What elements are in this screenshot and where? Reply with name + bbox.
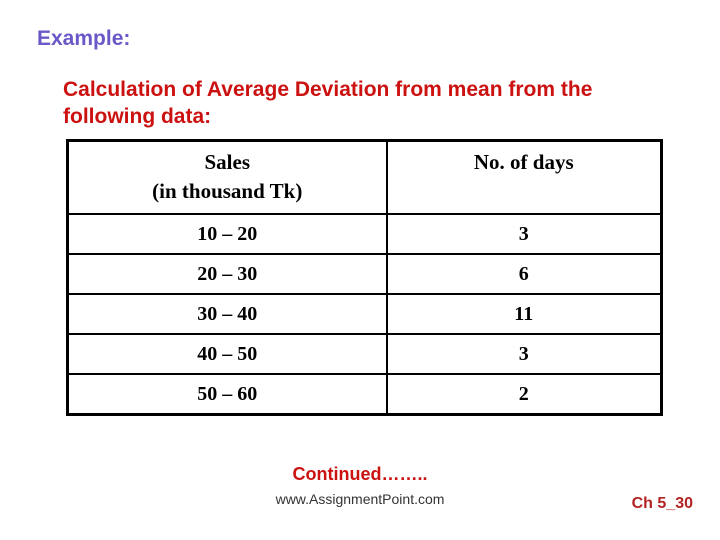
example-label: Example: xyxy=(37,27,131,50)
days-cell: 2 xyxy=(385,373,663,416)
days-cell: 6 xyxy=(385,253,663,295)
sales-cell: 20 – 30 xyxy=(66,253,388,295)
table-row: 10 – 20 3 xyxy=(66,213,663,255)
table-row: 40 – 50 3 xyxy=(66,333,663,375)
table-row: 20 – 30 6 xyxy=(66,253,663,295)
col-header-days: No. of days xyxy=(385,139,663,215)
days-cell: 3 xyxy=(385,213,663,255)
sales-cell: 30 – 40 xyxy=(66,293,388,335)
days-cell: 3 xyxy=(385,333,663,375)
table-header-row: Sales (in thousand Tk) No. of days xyxy=(66,139,663,215)
sales-cell: 50 – 60 xyxy=(66,373,388,416)
slide-title: Calculation of Average Deviation from me… xyxy=(63,76,592,130)
table-row: 50 – 60 2 xyxy=(66,373,663,416)
table-row: 30 – 40 11 xyxy=(66,293,663,335)
slide-title-line1: Calculation of Average Deviation from me… xyxy=(63,78,593,101)
col-header-sales: Sales (in thousand Tk) xyxy=(66,139,388,215)
col-header-sales-line1: Sales xyxy=(204,150,250,174)
chapter-label: Ch 5_30 xyxy=(631,495,693,512)
continued-text: Continued…….. xyxy=(292,464,428,484)
website-text: www.AssignmentPoint.com xyxy=(275,491,445,507)
sales-cell: 10 – 20 xyxy=(66,213,388,255)
data-table: Sales (in thousand Tk) No. of days 10 – … xyxy=(66,139,663,416)
slide-title-line2: following data: xyxy=(63,105,212,128)
days-cell: 11 xyxy=(385,293,663,335)
col-header-sales-line2: (in thousand Tk) xyxy=(152,179,303,203)
sales-cell: 40 – 50 xyxy=(66,333,388,375)
